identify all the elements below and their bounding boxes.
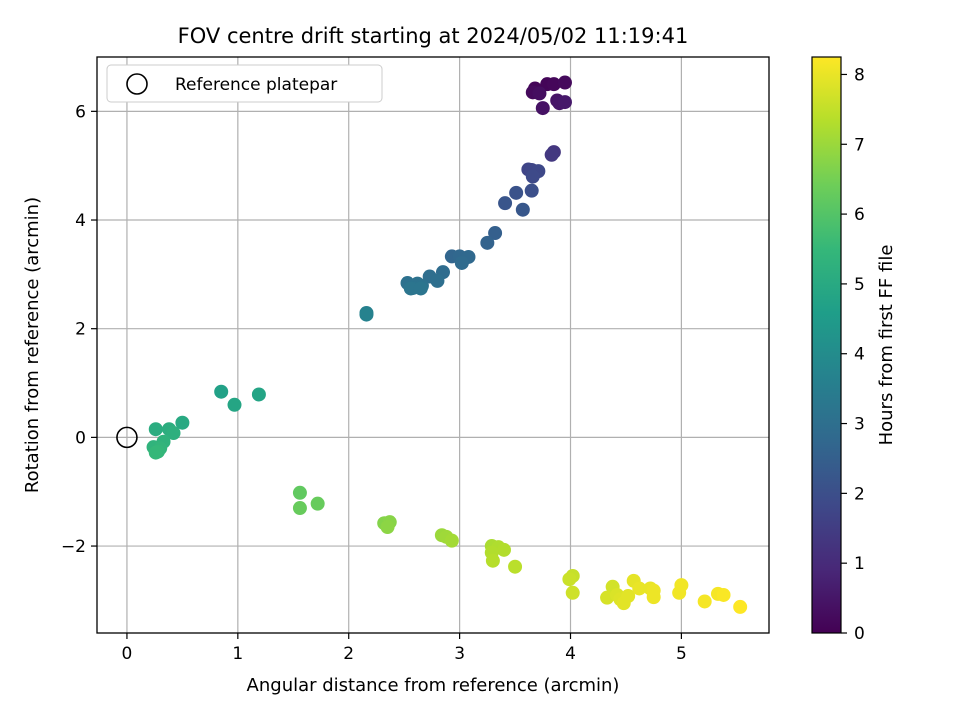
colorbar-tick-label: 7 bbox=[854, 135, 865, 155]
data-point bbox=[485, 553, 500, 568]
data-point bbox=[488, 226, 503, 241]
data-point bbox=[532, 86, 547, 101]
data-point bbox=[557, 95, 572, 110]
colorbar: 0 1 2 3 4 5 6 7 8 Hours from first FF file bbox=[811, 56, 897, 644]
data-point bbox=[359, 307, 374, 322]
x-tick-label: 5 bbox=[676, 644, 687, 664]
data-point bbox=[621, 589, 636, 604]
x-tick-label: 1 bbox=[232, 644, 243, 664]
data-point bbox=[214, 384, 229, 399]
colorbar-tick-label: 4 bbox=[854, 345, 865, 365]
data-point bbox=[509, 185, 524, 200]
data-point bbox=[310, 496, 325, 511]
data-point bbox=[413, 281, 428, 296]
legend-reference-marker bbox=[126, 73, 148, 95]
data-point bbox=[430, 273, 445, 288]
data-point bbox=[498, 196, 513, 211]
data-point bbox=[546, 77, 561, 92]
data-point bbox=[565, 585, 580, 600]
data-point bbox=[515, 202, 530, 217]
data-point bbox=[380, 520, 395, 535]
data-point bbox=[166, 426, 181, 441]
data-point bbox=[672, 585, 687, 600]
data-point bbox=[454, 255, 469, 270]
colorbar-tick-label: 6 bbox=[854, 205, 865, 225]
data-point bbox=[697, 594, 712, 609]
legend-label: Reference platepar bbox=[175, 75, 337, 95]
data-point bbox=[535, 101, 550, 116]
data-point bbox=[175, 415, 190, 430]
legend-box bbox=[106, 64, 383, 103]
scatter-points bbox=[146, 75, 748, 614]
colorbar-label: Hours from first FF file bbox=[876, 245, 897, 446]
data-point bbox=[562, 572, 577, 587]
data-point bbox=[632, 581, 647, 596]
chart-title: FOV centre drift starting at 2024/05/02 … bbox=[178, 24, 689, 48]
y-tick-label: 4 bbox=[75, 211, 86, 231]
y-tick-label: −2 bbox=[61, 537, 86, 557]
x-tick-label: 4 bbox=[565, 644, 576, 664]
y-tick-label: 6 bbox=[75, 102, 86, 122]
data-point bbox=[292, 501, 307, 516]
x-tick-label: 2 bbox=[343, 644, 354, 664]
colorbar-tick-label: 0 bbox=[854, 624, 865, 644]
data-point bbox=[544, 147, 559, 162]
colorbar-tick-label: 8 bbox=[854, 65, 865, 85]
data-point bbox=[733, 599, 748, 614]
plot-frame bbox=[96, 56, 770, 634]
data-point bbox=[251, 387, 266, 402]
data-point bbox=[524, 183, 539, 198]
data-point bbox=[148, 422, 163, 437]
data-point bbox=[148, 445, 163, 460]
data-point bbox=[292, 485, 307, 500]
colorbar-ticks: 0 1 2 3 4 5 6 7 8 bbox=[841, 65, 865, 644]
colorbar-tick-label: 3 bbox=[854, 415, 865, 435]
colorbar-tick-label: 1 bbox=[854, 554, 865, 574]
colorbar-tick-label: 5 bbox=[854, 275, 865, 295]
data-point bbox=[480, 235, 495, 250]
y-tick-label: 2 bbox=[75, 320, 86, 340]
x-axis-ticks: 0 1 2 3 4 5 bbox=[122, 633, 687, 664]
data-point bbox=[496, 542, 511, 557]
data-point bbox=[444, 533, 459, 548]
x-axis-label: Angular distance from reference (arcmin) bbox=[247, 675, 620, 696]
data-point bbox=[403, 281, 418, 296]
reference-marker bbox=[116, 426, 138, 449]
colorbar-tick-label: 2 bbox=[854, 484, 865, 504]
y-axis-label: Rotation from reference (arcmin) bbox=[22, 197, 43, 493]
data-point bbox=[227, 397, 242, 412]
data-point bbox=[646, 590, 661, 605]
data-point bbox=[716, 587, 731, 602]
grid bbox=[97, 57, 769, 633]
data-point bbox=[557, 75, 572, 90]
y-tick-label: 0 bbox=[75, 428, 86, 448]
data-point bbox=[525, 169, 540, 184]
x-tick-label: 3 bbox=[454, 644, 465, 664]
data-point bbox=[508, 559, 523, 574]
y-axis-ticks: −2 0 2 4 6 bbox=[61, 102, 97, 557]
colorbar-gradient bbox=[811, 56, 842, 634]
legend: Reference platepar bbox=[106, 64, 383, 103]
x-tick-label: 0 bbox=[122, 644, 133, 664]
